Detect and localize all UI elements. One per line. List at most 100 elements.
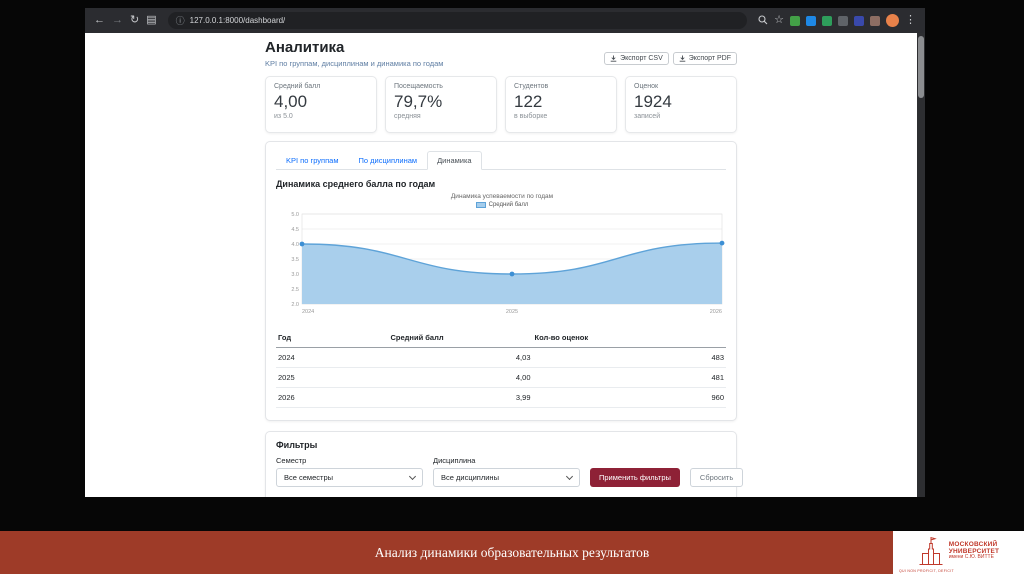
page-scrollbar[interactable] [917, 33, 925, 497]
page-subtitle: KPI по группам, дисциплинам и динамика п… [265, 59, 444, 68]
semester-field: Семестр Все семестры [276, 456, 423, 487]
kpi-label: Оценок [634, 83, 659, 90]
kpi-card-grades-count: Оценок 1924 записей [625, 76, 737, 133]
table-header-row: Год Средний балл Кол-во оценок [276, 328, 726, 348]
svg-text:2.0: 2.0 [291, 302, 299, 308]
semester-label: Семестр [276, 456, 307, 465]
svg-text:4.5: 4.5 [291, 227, 299, 233]
discipline-select-value: Все дисциплины [441, 473, 499, 482]
extension-icon-3[interactable] [822, 15, 832, 26]
chart-legend: Средний балл [276, 202, 728, 208]
menu-dots-icon[interactable]: ⋮ [905, 14, 916, 26]
footer-banner: Анализ динамики образовательных результа… [0, 531, 1024, 574]
kpi-label: Посещаемость [394, 83, 443, 90]
tab-kpi-by-groups[interactable]: KPI по группам [286, 156, 339, 165]
tab-dynamics[interactable]: Динамика [427, 151, 482, 170]
url-text[interactable]: 127.0.0.1:8000/dashboard/ [189, 16, 286, 25]
dynamics-table: Год Средний балл Кол-во оценок 2024 4,03… [276, 328, 726, 408]
cell-year: 2025 [276, 367, 389, 388]
footer-banner-text: Анализ динамики образовательных результа… [374, 544, 650, 560]
download-icon [610, 55, 617, 62]
kpi-row: Средний балл 4,00 из 5.0 Посещаемость 79… [265, 76, 737, 133]
extension-icon-2[interactable] [806, 15, 816, 26]
discipline-field: Дисциплина Все дисциплины [433, 456, 580, 487]
forward-icon[interactable]: → [112, 14, 123, 26]
back-icon[interactable]: ← [94, 14, 105, 26]
svg-text:2024: 2024 [302, 309, 314, 315]
dynamics-chart-svg: 2.0 2.5 3.0 3.5 4.0 4.5 5.0 2024 2025 2026 [291, 212, 725, 315]
discipline-select[interactable]: Все дисциплины [433, 468, 580, 487]
download-icon [679, 55, 686, 62]
page-title: Аналитика [265, 39, 345, 56]
chevron-down-icon [565, 472, 574, 481]
cell-count: 960 [532, 387, 726, 408]
svg-text:3.0: 3.0 [291, 272, 299, 278]
svg-text:4.0: 4.0 [291, 242, 299, 248]
browser-toolbar: ← → ↻ ▤ ⓘ 127.0.0.1:8000/dashboard/ ☆ ⋮ [85, 8, 925, 33]
tab-by-disciplines[interactable]: По дисциплинам [358, 156, 418, 165]
table-row: 2026 3,99 960 [276, 387, 726, 408]
svg-text:2026: 2026 [710, 309, 722, 315]
address-bar[interactable]: ⓘ 127.0.0.1:8000/dashboard/ [167, 12, 748, 29]
kpi-card-attendance: Посещаемость 79,7% средняя [385, 76, 497, 133]
kpi-note: средняя [394, 112, 421, 120]
reload-icon[interactable]: ↻ [130, 14, 140, 26]
filters-card: Фильтры Семестр Все семестры Дисциплина … [265, 431, 744, 497]
university-building-icon [919, 537, 943, 565]
cell-count: 481 [532, 367, 726, 388]
logo-line2: УНИВЕРСИТЕТ [948, 548, 1000, 556]
logo-motto: QUI NON PROFICIT, DEFICIT [899, 569, 954, 573]
university-logo: МОСКОВСКИЙ УНИВЕРСИТЕТ имени С.Ю. ВИТТЕ … [893, 531, 1024, 574]
kpi-value: 122 [514, 92, 543, 111]
svg-text:3.5: 3.5 [291, 257, 299, 263]
kpi-note: из 5.0 [274, 112, 293, 120]
export-pdf-label: Экспорт PDF [688, 55, 731, 62]
apply-filters-button[interactable]: Применить фильтры [590, 468, 680, 487]
university-logo-text: МОСКОВСКИЙ УНИВЕРСИТЕТ имени С.Ю. ВИТТЕ [949, 541, 999, 561]
cell-average: 4,03 [388, 347, 533, 368]
reset-filters-button[interactable]: Сбросить [689, 468, 744, 487]
semester-select-value: Все семестры [284, 473, 334, 482]
extension-icon-5[interactable] [854, 15, 864, 26]
extension-icon-4[interactable] [838, 15, 848, 26]
bookmark-star-icon[interactable]: ☆ [774, 14, 784, 26]
logo-line1: МОСКОВСКИЙ [948, 540, 998, 548]
dynamics-card: KPI по группам По дисциплинам Динамика Д… [265, 141, 737, 421]
cell-count: 483 [532, 347, 726, 368]
kpi-label: Средний балл [274, 83, 321, 90]
svg-text:5.0: 5.0 [291, 212, 299, 218]
export-pdf-button[interactable]: Экспорт PDF [672, 52, 737, 65]
kpi-value: 79,7% [394, 92, 443, 111]
chevron-down-icon [408, 472, 417, 481]
cell-year: 2024 [276, 347, 389, 368]
cell-average: 3,99 [388, 387, 533, 408]
export-csv-button[interactable]: Экспорт CSV [604, 52, 669, 65]
kpi-note: в выборке [514, 112, 548, 120]
profile-avatar[interactable] [886, 14, 899, 27]
dynamics-chart: Динамика успеваемости по годам Средний б… [276, 193, 728, 320]
semester-select[interactable]: Все семестры [276, 468, 423, 487]
discipline-label: Дисциплина [433, 456, 476, 465]
toolbar-right: ☆ ⋮ [758, 12, 916, 30]
filters-title: Фильтры [276, 440, 318, 450]
side-panel-icon[interactable]: ▤ [146, 14, 157, 26]
cell-average: 4,00 [388, 367, 533, 388]
extension-icon-6[interactable] [870, 15, 880, 26]
kpi-value: 4,00 [274, 92, 308, 111]
legend-swatch [475, 202, 486, 208]
chart-title: Динамика успеваемости по годам [450, 193, 554, 200]
site-info-icon[interactable]: ⓘ [175, 16, 185, 26]
kpi-card-average-grade: Средний балл 4,00 из 5.0 [265, 76, 377, 133]
kpi-card-students: Студентов 122 в выборке [505, 76, 617, 133]
svg-text:2025: 2025 [506, 309, 518, 315]
zoom-icon[interactable] [758, 12, 768, 30]
col-count: Кол-во оценок [532, 328, 726, 348]
kpi-label: Студентов [514, 83, 549, 90]
page-viewport: Аналитика KPI по группам, дисциплинам и … [85, 33, 925, 497]
svg-text:2.5: 2.5 [291, 287, 299, 293]
extension-icon-1[interactable] [790, 15, 800, 26]
logo-line3: имени С.Ю. ВИТТЕ [948, 554, 994, 561]
export-buttons: Экспорт CSV Экспорт PDF [604, 52, 737, 65]
scrollbar-thumb[interactable] [918, 36, 924, 98]
table-row: 2024 4,03 483 [276, 347, 726, 368]
